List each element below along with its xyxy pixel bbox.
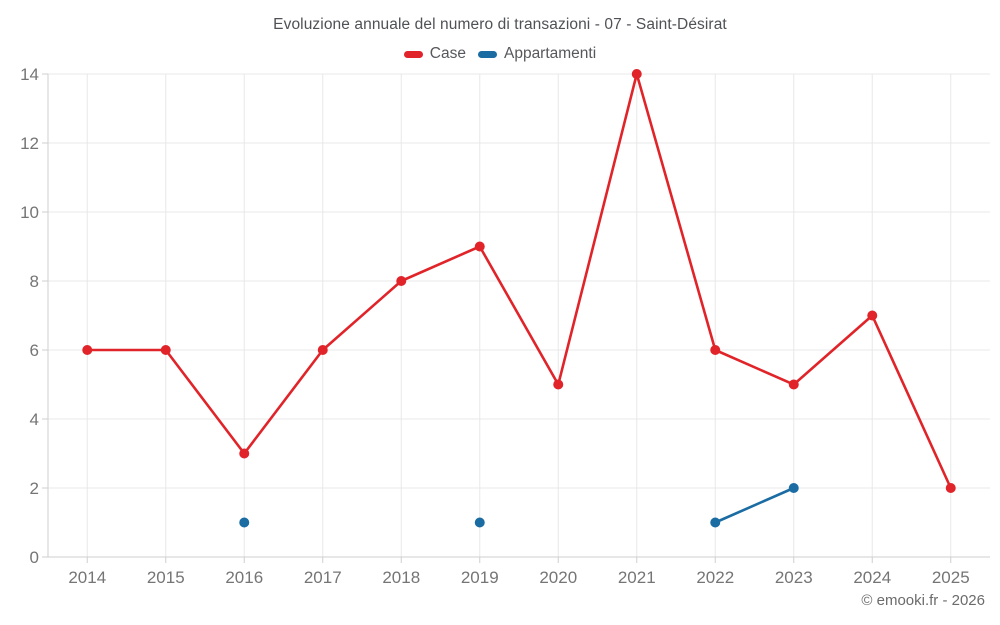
x-tick-label: 2019: [461, 568, 499, 587]
x-tick-label: 2020: [539, 568, 577, 587]
data-point-case-2018: [396, 276, 407, 286]
y-tick-label: 0: [30, 548, 39, 567]
data-point-appartamenti-2016: [239, 517, 250, 528]
x-tick-label: 2022: [696, 568, 734, 587]
x-tick-label: 2021: [618, 568, 656, 587]
y-tick-label: 4: [30, 410, 39, 429]
data-point-appartamenti-2022: [710, 517, 721, 528]
data-point-appartamenti-2019: [474, 517, 485, 528]
y-tick-label: 8: [30, 272, 39, 291]
series-line-appartamenti: [713, 486, 796, 524]
data-point-case-2025: [945, 483, 956, 493]
x-tick-label: 2015: [147, 568, 185, 587]
data-point-case-2020: [553, 379, 564, 390]
x-tick-label: 2025: [932, 568, 970, 587]
legend-swatch-appartamenti: [477, 50, 497, 58]
x-tick-label: 2016: [225, 568, 263, 587]
data-point-appartamenti-2023: [788, 483, 799, 493]
legend-label: Appartamenti: [503, 45, 597, 62]
data-point-case-2021: [631, 69, 642, 79]
data-point-case-2014: [82, 345, 93, 355]
x-tick-label: 2017: [304, 568, 342, 587]
x-tick-label: 2018: [382, 568, 420, 587]
y-tick-label: 10: [20, 203, 39, 222]
legend-label: Case: [429, 45, 466, 62]
y-tick-label: 14: [20, 65, 39, 84]
y-tick-label: 12: [20, 134, 39, 153]
legend-swatch-case: [403, 50, 423, 58]
legend-item-case[interactable]: Case: [403, 45, 466, 63]
x-tick-label: 2023: [775, 568, 813, 587]
legend-item-appartamenti[interactable]: Appartamenti: [477, 45, 597, 63]
data-point-case-2024: [867, 310, 878, 321]
y-tick-label: 6: [30, 341, 39, 360]
x-tick-label: 2024: [853, 568, 891, 587]
data-point-case-2022: [710, 345, 721, 355]
data-point-case-2019: [474, 241, 485, 252]
data-point-case-2015: [160, 345, 171, 355]
data-point-case-2017: [317, 345, 328, 355]
chart-title: Evoluzione annuale del numero di transaz…: [273, 16, 727, 33]
x-tick-label: 2014: [68, 568, 106, 587]
legend: Case Appartamenti: [0, 45, 1000, 63]
data-point-case-2016: [239, 448, 250, 459]
copyright-note: © emooki.fr - 2026: [861, 592, 985, 609]
y-tick-label: 2: [30, 479, 39, 498]
series-line-case: [85, 72, 953, 490]
data-point-case-2023: [788, 379, 799, 390]
